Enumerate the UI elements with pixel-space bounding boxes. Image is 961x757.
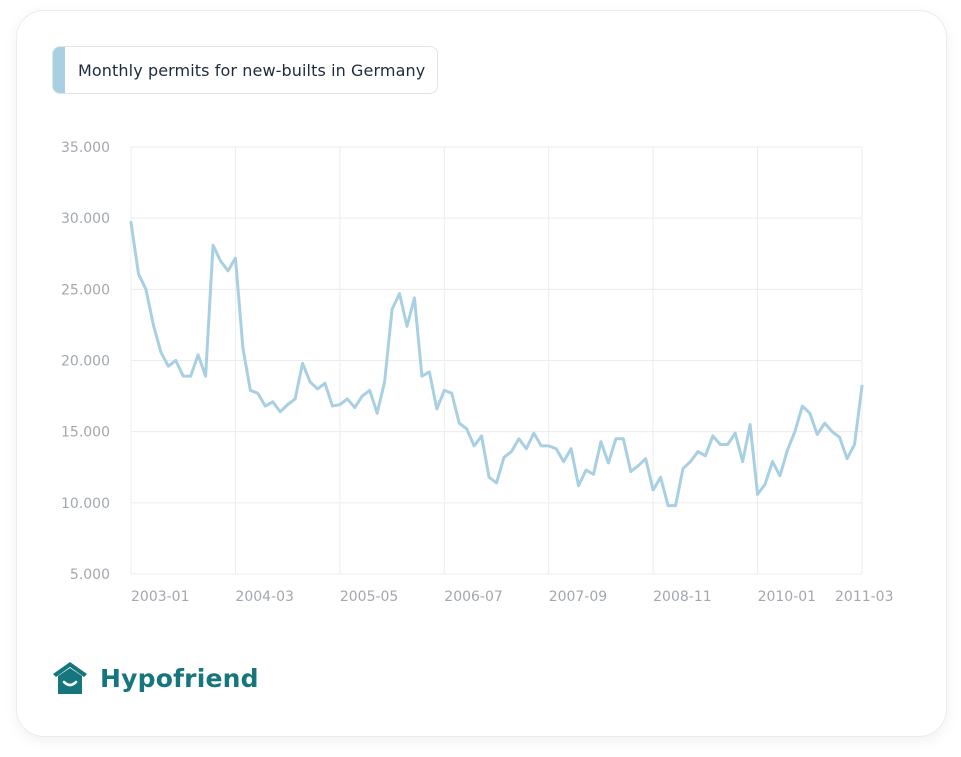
- chart-title: Monthly permits for new-builts in German…: [78, 60, 426, 80]
- y-tick-label: 30.000: [61, 211, 110, 227]
- x-tick-label: 2006-07: [444, 589, 503, 605]
- y-tick-label: 35.000: [61, 140, 110, 156]
- x-tick-label: 2004-03: [235, 589, 294, 605]
- x-axis-ticks: 2003-01 2004-03 2005-05 2006-07 2007-09 2008-…: [131, 589, 894, 605]
- y-tick-label: 15.000: [61, 425, 110, 441]
- brand-name: Hypofriend: [100, 663, 259, 693]
- y-tick-label: 5.000: [70, 567, 110, 583]
- house-smile-icon: [53, 662, 87, 694]
- y-tick-label: 25.000: [61, 282, 110, 298]
- grid-lines: [130, 146, 863, 575]
- x-tick-label: 2011-03: [835, 589, 894, 605]
- x-tick-label: 2007-09: [549, 589, 608, 605]
- y-tick-label: 20.000: [61, 354, 110, 370]
- y-tick-label: 10.000: [61, 496, 110, 512]
- x-tick-label: 2008-11: [653, 589, 712, 605]
- brand-logo: Hypofriend: [52, 660, 259, 696]
- x-tick-label: 2003-01: [131, 589, 190, 605]
- title-accent-bar: [53, 47, 65, 93]
- chart-card: [16, 10, 947, 737]
- x-tick-label: 2010-01: [758, 589, 817, 605]
- series-layer: [129, 220, 864, 508]
- x-tick-label: 2005-05: [340, 589, 399, 605]
- series-line: [129, 220, 864, 508]
- chart-title-box: Monthly permits for new-builts in German…: [52, 46, 439, 94]
- y-axis-ticks: 5.000 10.000 15.000 20.000 25.000 30.000 35.00…: [61, 140, 110, 583]
